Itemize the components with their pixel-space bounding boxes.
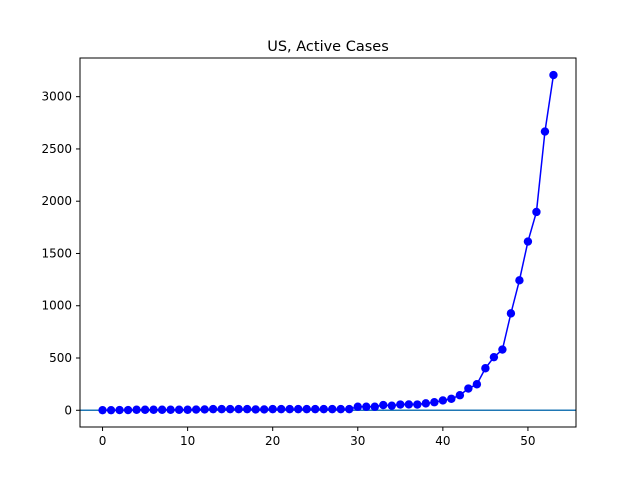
- x-tick-label: 20: [265, 434, 280, 448]
- data-point: [191, 405, 201, 414]
- data-point: [225, 404, 235, 414]
- data-point: [396, 400, 405, 409]
- y-tick-label: 500: [49, 351, 72, 365]
- data-point: [362, 402, 371, 411]
- data-point: [149, 405, 158, 414]
- data-point: [447, 394, 456, 403]
- data-point: [328, 404, 337, 414]
- plot-area: [80, 70, 576, 415]
- data-point: [157, 405, 167, 414]
- y-tick-label: 1500: [41, 246, 72, 260]
- data-point: [421, 399, 431, 408]
- data-point: [549, 70, 558, 80]
- data-point: [532, 207, 541, 217]
- x-tick-label: 40: [435, 434, 450, 448]
- data-point: [523, 237, 533, 246]
- data-point: [98, 405, 107, 415]
- data-point: [268, 404, 277, 414]
- y-tick-label: 3000: [41, 90, 72, 104]
- chart-title: US, Active Cases: [267, 39, 389, 55]
- y-tick-label: 2500: [41, 142, 72, 156]
- data-point: [455, 391, 465, 400]
- data-point: [353, 402, 362, 411]
- data-point: [515, 276, 524, 285]
- data-point: [251, 405, 260, 414]
- data-point: [311, 404, 320, 414]
- data-point: [259, 405, 269, 414]
- data-point: [430, 398, 439, 407]
- data-point: [540, 127, 550, 136]
- data-point: [481, 364, 490, 373]
- data-point: [234, 404, 243, 414]
- data-point: [336, 404, 345, 414]
- data-point: [464, 384, 473, 393]
- data-point: [115, 405, 124, 415]
- data-point: [242, 404, 252, 414]
- data-point: [132, 405, 141, 414]
- y-tick-label: 1000: [41, 299, 72, 313]
- data-point: [472, 380, 482, 389]
- axes-frame: [79, 57, 577, 428]
- data-point: [106, 405, 116, 415]
- data-point: [489, 352, 499, 362]
- x-tick-label: 30: [350, 434, 365, 448]
- x-tick-label: 10: [180, 434, 195, 448]
- y-tick-label: 2000: [41, 194, 72, 208]
- data-point: [294, 404, 303, 414]
- data-point: [345, 404, 354, 414]
- x-axis: 0 10 20 30 40 50: [99, 427, 536, 448]
- data-point: [208, 404, 218, 414]
- data-point: [387, 401, 397, 410]
- data-point: [277, 404, 286, 414]
- x-tick-label: 0: [99, 434, 107, 448]
- data-point: [285, 404, 294, 414]
- data-point: [413, 400, 422, 409]
- data-point: [302, 404, 311, 414]
- y-tick-label: 0: [64, 403, 72, 417]
- y-axis: 0 500 1000 1500 2000 2500 3000: [41, 90, 80, 417]
- x-tick-label: 50: [520, 434, 535, 448]
- data-point: [217, 404, 226, 414]
- data-point: [438, 396, 448, 405]
- data-point: [200, 405, 209, 414]
- data-point: [498, 345, 507, 354]
- data-point: [319, 404, 328, 414]
- data-point: [140, 405, 150, 414]
- data-point: [166, 405, 175, 414]
- data-point: [506, 309, 516, 318]
- data-point: [174, 405, 184, 414]
- data-point: [379, 400, 388, 410]
- data-point: [123, 405, 133, 415]
- data-point: [183, 405, 192, 414]
- data-point: [404, 400, 414, 409]
- data-point: [370, 402, 379, 411]
